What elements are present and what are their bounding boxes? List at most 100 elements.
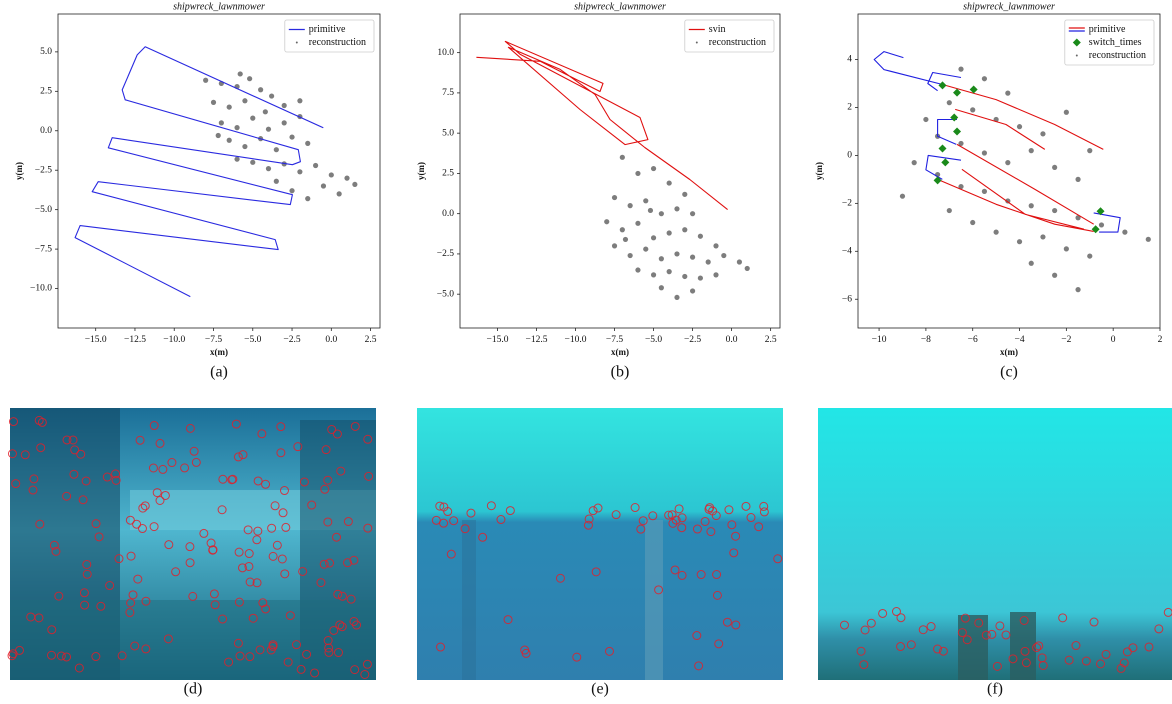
scatter-point — [947, 208, 952, 213]
scatter-point — [667, 269, 672, 274]
scatter-point — [651, 235, 656, 240]
x-tick-label: 0.0 — [325, 335, 337, 345]
plot-area — [874, 52, 1151, 293]
legend-marker — [296, 42, 298, 44]
scatter-point — [912, 160, 917, 165]
figure: shipwreck_lawnmowerx(m)y(m)(a)−15.0−12.5… — [0, 0, 1172, 704]
scatter-point — [1029, 203, 1034, 208]
scatter-point — [900, 194, 905, 199]
y-tick-label: 0.0 — [442, 209, 454, 219]
scatter-point — [970, 220, 975, 225]
scatter-point — [1052, 208, 1057, 213]
scatter-point — [282, 120, 287, 125]
scatter-point — [274, 147, 279, 152]
scatter-point — [713, 272, 718, 277]
scatter-point — [698, 275, 703, 280]
scatter-point — [305, 141, 310, 146]
x-tick-label: −2 — [1061, 335, 1071, 345]
chart-title: shipwreck_lawnmower — [173, 1, 265, 12]
y-tick-label: 2.5 — [442, 169, 454, 179]
scatter-point — [612, 195, 617, 200]
scatter-point — [947, 100, 952, 105]
scatter-point — [667, 230, 672, 235]
photo-e — [417, 408, 783, 680]
scatter-point — [612, 243, 617, 248]
caption: (c) — [1000, 364, 1018, 381]
scatter-point — [1017, 239, 1022, 244]
scatter-point — [1040, 131, 1045, 136]
plot-area — [75, 47, 357, 297]
legend: svinreconstruction — [685, 20, 774, 52]
scatter-point — [1005, 160, 1010, 165]
legend-label: primitive — [309, 24, 346, 35]
y-tick-label: 10.0 — [437, 48, 454, 58]
scatter-point — [234, 157, 239, 162]
x-tick-label: −6 — [968, 335, 978, 345]
y-tick-label: −10.0 — [30, 284, 52, 294]
scatter-point — [628, 253, 633, 258]
y-tick-label: 2.5 — [40, 87, 52, 97]
scatter-point — [1075, 287, 1080, 292]
caption: (d) — [184, 681, 203, 698]
caption: (b) — [611, 364, 630, 381]
scatter-point — [1064, 110, 1069, 115]
scatter-point — [1122, 230, 1127, 235]
diamond-point — [934, 176, 942, 184]
scatter-point — [1029, 261, 1034, 266]
scatter-point — [674, 206, 679, 211]
x-tick-label: 2.5 — [365, 335, 377, 345]
scatter-point — [682, 274, 687, 279]
scatter-point — [674, 251, 679, 256]
scatter-point — [982, 76, 987, 81]
legend-label: switch_times — [1089, 37, 1142, 48]
x-tick-label: −5.0 — [244, 335, 261, 345]
y-tick-label: −2.5 — [437, 249, 454, 259]
y-tick-label: −5.0 — [437, 289, 454, 299]
y-tick-label: 2 — [847, 103, 852, 113]
scatter-point — [620, 155, 625, 160]
scatter-point — [745, 266, 750, 271]
scatter-point — [238, 71, 243, 76]
scatter-point — [690, 288, 695, 293]
scatter-point — [1146, 237, 1151, 242]
scatter-point — [352, 182, 357, 187]
x-tick-label: −10.0 — [565, 335, 587, 345]
scatter-point — [321, 183, 326, 188]
scatter-point — [329, 172, 334, 177]
y-axis-label: y(m) — [814, 162, 824, 180]
scatter-point — [203, 78, 208, 83]
x-tick-label: −7.5 — [205, 335, 222, 345]
scatter-point — [242, 144, 247, 149]
scatter-point — [635, 171, 640, 176]
y-tick-label: −2 — [842, 199, 852, 209]
photo-f — [818, 408, 1172, 680]
x-tick-label: −10 — [872, 335, 887, 345]
scatter-point — [250, 116, 255, 121]
y-tick-label: −5.0 — [35, 205, 52, 215]
trajectory-line — [938, 85, 1104, 232]
scatter-point — [667, 180, 672, 185]
x-axis-label: x(m) — [1000, 347, 1018, 357]
legend-label: svin — [709, 24, 726, 35]
y-tick-label: 7.5 — [442, 88, 454, 98]
scatter-point — [713, 243, 718, 248]
scatter-point — [682, 192, 687, 197]
scatter-point — [690, 211, 695, 216]
x-tick-label: −2.5 — [684, 335, 701, 345]
scatter-point — [1052, 273, 1057, 278]
scatter-point — [289, 188, 294, 193]
chart-panel: shipwreck_lawnmowerx(m)y(m)(b)−15.0−12.5… — [416, 1, 780, 380]
scatter-point — [344, 176, 349, 181]
trajectory-line — [476, 41, 727, 209]
scatter-point — [659, 256, 664, 261]
scatter-point — [1087, 253, 1092, 258]
scatter-point — [216, 133, 221, 138]
scatter-point — [211, 100, 216, 105]
y-tick-label: 4 — [847, 55, 852, 65]
x-tick-label: −7.5 — [606, 335, 623, 345]
scatter-point — [234, 125, 239, 130]
scatter-point — [982, 150, 987, 155]
scatter-point — [923, 117, 928, 122]
y-tick-label: 0 — [847, 151, 852, 161]
